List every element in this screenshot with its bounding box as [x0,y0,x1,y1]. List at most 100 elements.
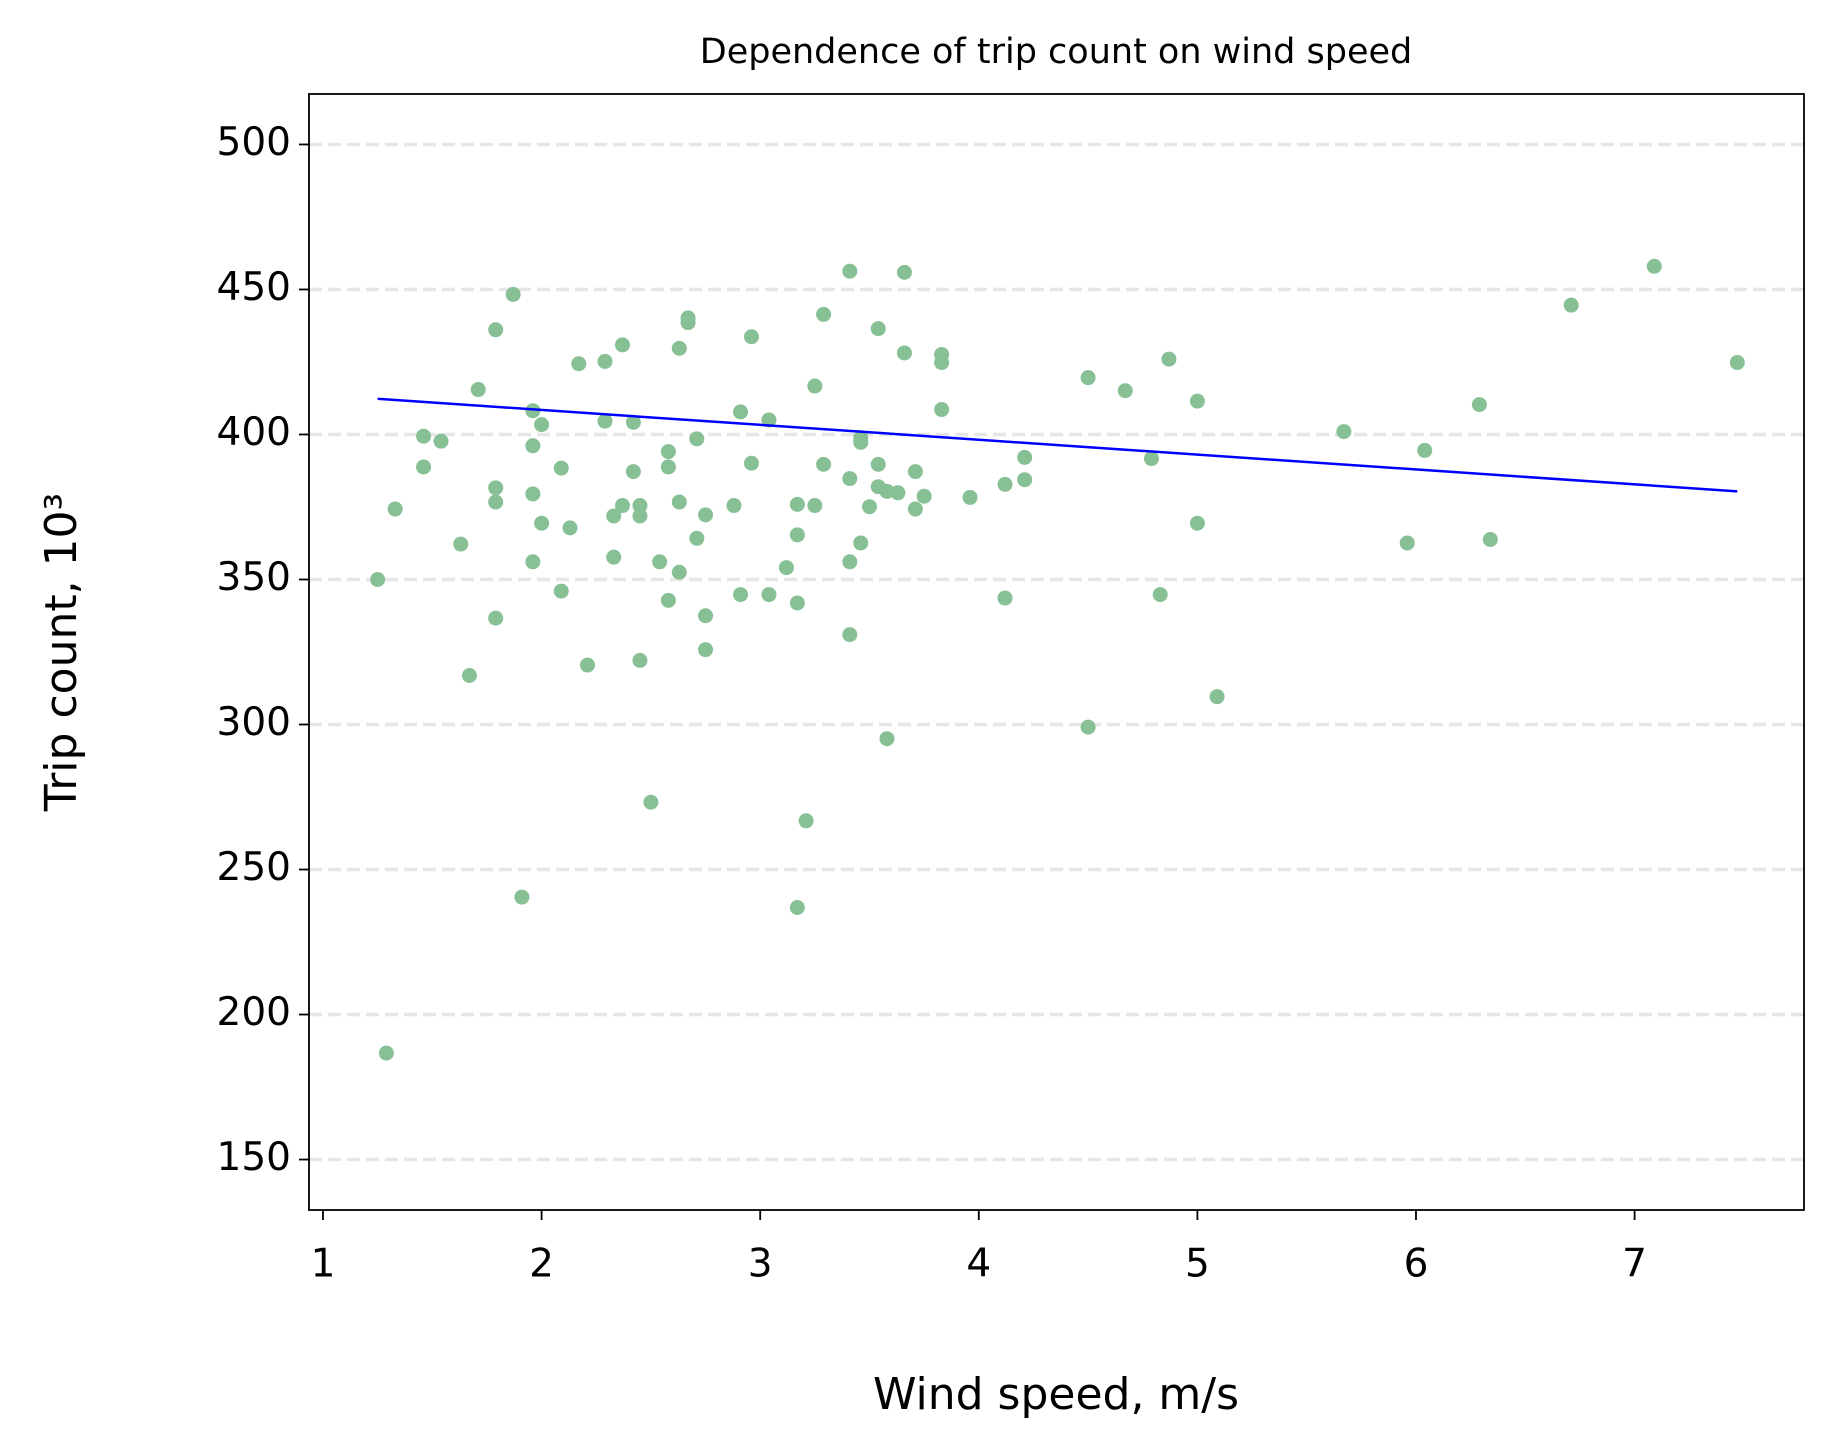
scatter-point [870,456,886,472]
scatter-point [870,321,886,337]
scatter-point [816,456,832,472]
scatter-point [625,464,641,480]
x-axis-label: Wind speed, m/s [873,1369,1239,1420]
plot-frame [308,93,1805,1211]
scatter-point [907,501,923,517]
scatter-point [525,554,541,570]
scatter-point [934,355,950,371]
scatter-point [879,731,895,747]
scatter-point [680,315,696,331]
scatter-point [1017,472,1033,488]
scatter-point [488,610,504,626]
scatter-point [789,527,805,543]
scatter-point [416,459,432,475]
scatter-point [743,455,759,471]
scatter-point [1482,531,1498,547]
scatter-point [671,340,687,356]
y-tick-label: 500 [217,120,291,165]
scatter-point [1471,397,1487,413]
scatter-point [1399,535,1415,551]
x-tick-label: 7 [1622,1242,1647,1287]
scatter-point [743,329,759,345]
scatter-point [632,652,648,668]
scatter-point [896,264,912,280]
scatter-point [761,412,777,428]
scatter-point [370,571,386,587]
scatter-point [997,590,1013,606]
scatter-point [525,486,541,502]
scatter-point [660,592,676,608]
y-tick-label: 300 [217,700,291,745]
scatter-point [1080,719,1096,735]
scatter-point [853,434,869,450]
scatter-point [789,595,805,611]
scatter-point [1161,351,1177,367]
scatter-point [378,1045,394,1061]
scatter-point [1563,297,1579,313]
scatter-point [1209,689,1225,705]
scatter-point [1080,370,1096,386]
scatter-point [698,608,714,624]
scatter-point [689,530,705,546]
x-tick-label: 6 [1404,1242,1429,1287]
scatter-point [896,345,912,361]
scatter-point [433,433,449,449]
scatter-point [726,498,742,514]
scatter-point [453,536,469,552]
scatter-point [416,428,432,444]
scatter-point [761,587,777,603]
scatter-point [514,889,530,905]
scatter-point [660,444,676,460]
scatter-point [461,667,477,683]
y-tick-label: 400 [217,410,291,455]
y-tick-label: 150 [217,1135,291,1180]
scatter-point [643,794,659,810]
scatter-point [733,404,749,420]
scatter-point [689,431,705,447]
scatter-point [1646,258,1662,274]
scatter-point [505,286,521,302]
scatter-point [606,508,622,524]
scatter-point [1189,515,1205,531]
scatter-point [1417,442,1433,458]
scatter-point [660,459,676,475]
scatter-point [488,494,504,510]
scatter-point [934,402,950,418]
scatter-point [597,413,613,429]
scatter-point [614,337,630,353]
scatter-point [671,494,687,510]
y-tick-label: 450 [217,265,291,310]
scatter-point [470,382,486,398]
scatter-point [562,520,578,536]
scatter-point [842,554,858,570]
scatter-point [534,417,550,433]
scatter-point [807,378,823,394]
scatter-point [997,476,1013,492]
scatter-point [488,480,504,496]
scatter-point [890,485,906,501]
y-tick-label: 350 [217,555,291,600]
scatter-point [907,464,923,480]
scatter-point [525,403,541,419]
chart-title: Dependence of trip count on wind speed [700,32,1413,72]
scatter-point [842,627,858,643]
scatter-point [632,508,648,524]
scatter-point [842,471,858,487]
scatter-point [671,564,687,580]
scatter-point [778,560,794,576]
scatter-point [525,438,541,454]
scatter-point [1189,393,1205,409]
x-tick-label: 4 [966,1242,991,1287]
scatter-point [1117,383,1133,399]
scatter-point [861,499,877,515]
scatter-point [1336,424,1352,440]
scatter-point [1152,587,1168,603]
scatter-point [625,414,641,430]
scatter-point [1143,451,1159,467]
y-axis-label: Trip count, 10³ [36,493,87,812]
scatter-point [698,507,714,523]
scatter-point [816,306,832,322]
scatter-point [807,498,823,514]
scatter-point [789,900,805,916]
